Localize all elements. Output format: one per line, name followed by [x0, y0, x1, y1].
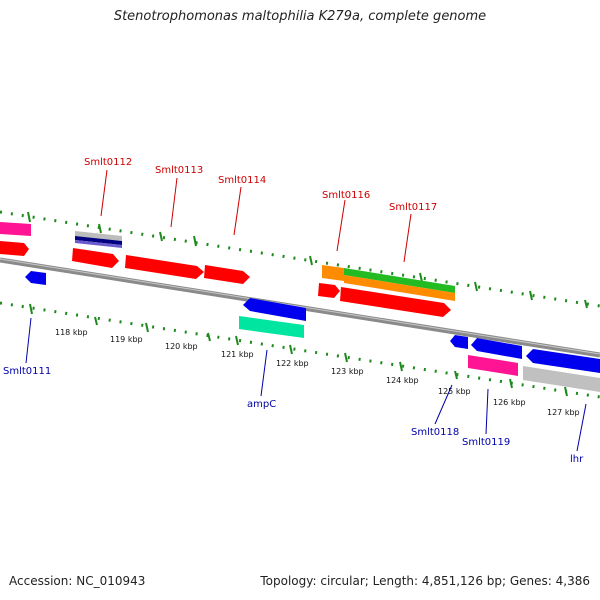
- feature-smlt0118[interactable]: [450, 335, 468, 349]
- gene-label-lhr[interactable]: lhr: [570, 454, 584, 465]
- feature-stack-gray[interactable]: [75, 231, 122, 241]
- feature-smlt0114[interactable]: [204, 265, 250, 284]
- leader-smlt0117: [403, 213, 412, 263]
- gene-label-smlt0119[interactable]: Smlt0119: [462, 437, 510, 448]
- leader-smlt0118: [434, 384, 453, 425]
- feature-smlt0116[interactable]: [318, 283, 340, 298]
- kbp-label: 122 kbp: [276, 359, 309, 368]
- feature-stack-purple[interactable]: [75, 240, 122, 248]
- feature-blue-126[interactable]: [471, 338, 522, 359]
- feature-blue-right[interactable]: [526, 349, 600, 373]
- gene-label-ampc[interactable]: ampC: [247, 399, 276, 410]
- leader-lhr: [576, 403, 587, 452]
- major-ticks: [27, 211, 588, 397]
- feature-orange-bar[interactable]: [344, 275, 455, 301]
- gene-label-smlt0112[interactable]: Smlt0112: [84, 157, 132, 168]
- leader-smlt0116: [336, 199, 346, 252]
- feature-smlt0111[interactable]: [25, 271, 46, 285]
- gene-label-smlt0117[interactable]: Smlt0117: [389, 202, 437, 213]
- feature-magenta-left[interactable]: [0, 222, 31, 236]
- kbp-label: 124 kbp: [386, 376, 419, 385]
- outer-tick-ring: [0, 210, 600, 308]
- accession-text: Accession: NC_010943: [9, 574, 146, 588]
- leader-smlt0112: [100, 169, 108, 217]
- leader-smlt0114: [233, 186, 242, 236]
- inner-tick-ring: [0, 301, 600, 399]
- kbp-label: 125 kbp: [438, 387, 471, 396]
- feature-red-left[interactable]: [0, 241, 29, 256]
- gene-label-smlt0114[interactable]: Smlt0114: [218, 175, 266, 186]
- feature-orange-top[interactable]: [322, 265, 344, 281]
- kbp-label: 123 kbp: [331, 367, 364, 376]
- feature-smlt0113[interactable]: [125, 255, 204, 279]
- feature-stack-navy[interactable]: [75, 236, 122, 245]
- leader-smlt0113: [170, 177, 178, 228]
- gene-label-smlt0116[interactable]: Smlt0116: [322, 190, 370, 201]
- kbp-label: 119 kbp: [110, 335, 143, 344]
- kbp-label: 127 kbp: [547, 408, 580, 417]
- kbp-label: 118 kbp: [55, 328, 88, 337]
- leader-smlt0119: [485, 388, 489, 435]
- gene-label-smlt0113[interactable]: Smlt0113: [155, 165, 203, 176]
- feature-aqua[interactable]: [239, 316, 304, 338]
- topology-text: Topology: circular; Length: 4,851,126 bp…: [260, 574, 590, 588]
- map-title: Stenotrophomonas maltophilia K279a, comp…: [113, 9, 487, 24]
- feature-smlt0112[interactable]: [72, 248, 119, 268]
- kbp-label: 120 kbp: [165, 342, 198, 351]
- kbp-label: 126 kbp: [493, 398, 526, 407]
- feature-gray-right[interactable]: [523, 366, 600, 392]
- feature-green-top[interactable]: [344, 268, 455, 293]
- gene-label-smlt0118[interactable]: Smlt0118: [411, 427, 459, 438]
- feature-smlt0119[interactable]: [468, 355, 518, 376]
- feature-ampc[interactable]: [243, 298, 306, 321]
- kbp-labels: 118 kbp 119 kbp 120 kbp 121 kbp 122 kbp …: [55, 328, 580, 417]
- feature-smlt0117[interactable]: [340, 287, 451, 317]
- leader-smlt0111: [25, 317, 32, 364]
- leader-ampc: [260, 349, 268, 397]
- gene-label-smlt0111[interactable]: Smlt0111: [3, 366, 51, 377]
- kbp-label: 121 kbp: [221, 350, 254, 359]
